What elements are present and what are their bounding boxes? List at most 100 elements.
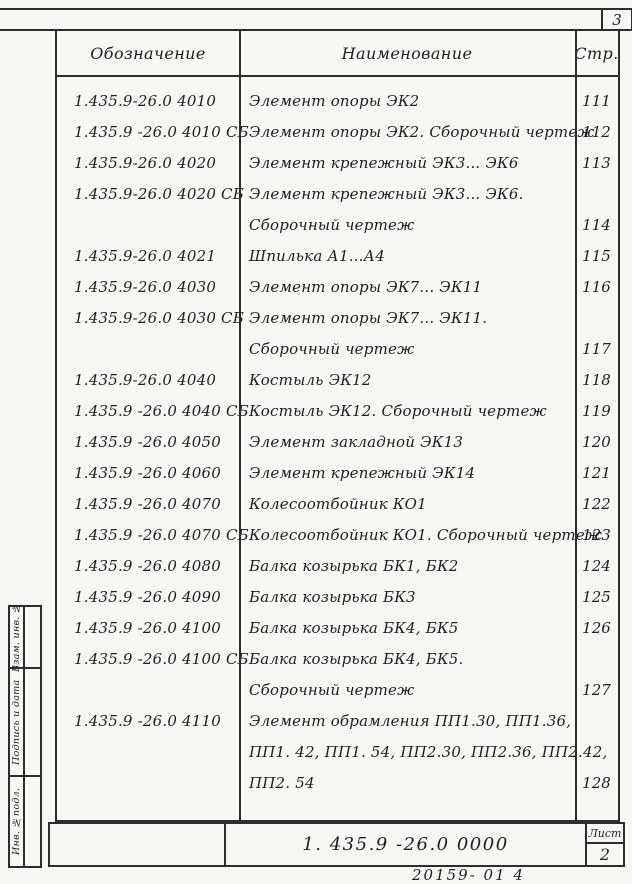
table-row: 1.435.9 -26.0 4100 Балка козырька БК4, Б… (57, 613, 618, 644)
table-row: 1.435.9 -26.0 4060 Элемент крепежный ЭК1… (57, 458, 618, 489)
title-block-divider (224, 824, 226, 865)
table-row: 1.435.9-26.0 4040 Костыль ЭК12 118 (57, 365, 618, 396)
table-row: 1.435.9-26.0 4010 Элемент опоры ЭК2 111 (57, 86, 618, 117)
name-cell: Шпилька А1...А4 (249, 247, 385, 265)
corner-page-number-cell: 3 (601, 9, 632, 30)
stamp-box-podpis-data: Подпись и дата (8, 667, 42, 777)
designation-cell: 1.435.9-26.0 4040 (74, 371, 217, 389)
name-cell: Балка козырька БК4, БК5. Сборочный черте… (249, 650, 464, 699)
stamp-label: Взам. инв. № (11, 601, 22, 673)
stamp-divider (23, 669, 25, 775)
table-row: 1.435.9 -26.0 4070 Колесоотбойник КО1 12… (57, 489, 618, 520)
document-number: 1. 435.9 -26.0 0000 (302, 834, 509, 855)
table-row: 1.435.9-26.0 4021 Шпилька А1...А4 115 (57, 241, 618, 272)
page-cell: 113 (582, 154, 611, 172)
table-row: 1.435.9-26.0 4030 Элемент опоры ЭК7... Э… (57, 272, 618, 303)
designation-cell: 1.435.9 -26.0 4070 (74, 495, 222, 513)
designation-cell: 1.435.9 -26.0 4060 (74, 464, 222, 482)
footer-note: 20159- 01 4 (412, 866, 525, 884)
page-cell: 124 (582, 557, 611, 575)
page-cell: 121 (582, 464, 611, 482)
stamp-label: Инв. №подл. (11, 787, 22, 856)
sheet-cell: Лист 2 (587, 824, 623, 865)
column-divider (575, 31, 577, 820)
page-cell: 119 (582, 402, 611, 420)
name-cell: Элемент опоры ЭК7... ЭК11 (249, 278, 483, 296)
table-row: 1.435.9-26.0 4020 Элемент крепежный ЭК3.… (57, 148, 618, 179)
designation-cell: 1.435.9 -26.0 4100 СБ (74, 650, 249, 668)
page-cell: 128 (582, 774, 611, 792)
header-page: Стр. (574, 43, 619, 63)
stamp-box-inv-podl: Инв. №подл. (8, 775, 42, 868)
table-row: 1.435.9 -26.0 4070 СБ Колесоотбойник КО1… (57, 520, 618, 551)
page-number: 3 (612, 10, 622, 29)
stamp-divider (23, 777, 25, 866)
table-row: 1.435.9 -26.0 4080 Балка козырька БК1, Б… (57, 551, 618, 582)
name-cell: Элемент опоры ЭК2 (249, 92, 420, 110)
title-block: 1. 435.9 -26.0 0000 Лист 2 (48, 822, 625, 867)
name-cell: Элемент обрамления ПП1.30, ПП1.36, ПП1. … (249, 712, 608, 792)
name-cell: Элемент опоры ЭК2. Сборочный чертеж (249, 123, 595, 141)
table-row: 1.435.9 -26.0 4040 СБ Костыль ЭК12. Сбор… (57, 396, 618, 427)
page-cell: 127 (582, 681, 611, 699)
designation-cell: 1.435.9 -26.0 4110 (74, 712, 222, 730)
name-cell: Элемент крепежный ЭК3... ЭК6 (249, 154, 519, 172)
page-cell: 122 (582, 495, 611, 513)
stamp-divider (23, 607, 25, 667)
name-cell: Балка козырька БК1, БК2 (249, 557, 459, 575)
header-designation: Обозначение (90, 43, 206, 63)
designation-cell: 1.435.9-26.0 4030 СБ (74, 309, 244, 327)
designation-cell: 1.435.9 -26.0 4040 СБ (74, 402, 249, 420)
stamp-label: Подпись и дата (11, 679, 22, 765)
name-cell: Балка козырька БК4, БК5 (249, 619, 459, 637)
table-row: 1.435.9 -26.0 4110 Элемент обрамления ПП… (57, 706, 618, 799)
page-cell: 117 (582, 340, 611, 358)
designation-cell: 1.435.9-26.0 4020 СБ (74, 185, 244, 203)
table-row: 1.435.9-26.0 4020 СБ Элемент крепежный Э… (57, 179, 618, 241)
table-header-row: Обозначение Наименование Стр. (57, 31, 618, 77)
page-cell: 126 (582, 619, 611, 637)
sheet-number: 2 (599, 844, 611, 864)
designation-cell: 1.435.9 -26.0 4080 (74, 557, 222, 575)
table-row: 1.435.9-26.0 4030 СБ Элемент опоры ЭК7..… (57, 303, 618, 365)
top-frame-line (0, 8, 632, 10)
page-cell: 114 (582, 216, 611, 234)
stamp-box-vzam-inv: Взам. инв. № (8, 601, 42, 673)
page-cell: 111 (582, 92, 611, 110)
column-divider (239, 31, 241, 820)
designation-cell: 1.435.9 -26.0 4090 (74, 588, 222, 606)
sheet-label: Лист (587, 824, 623, 844)
designation-cell: 1.435.9 -26.0 4050 (74, 433, 222, 451)
page-cell: 112 (582, 123, 611, 141)
name-cell: Колесоотбойник КО1 (249, 495, 427, 513)
table-body: 1.435.9-26.0 4010 Элемент опоры ЭК2 111 … (57, 77, 618, 799)
designation-cell: 1.435.9 -26.0 4070 СБ (74, 526, 249, 544)
designation-cell: 1.435.9-26.0 4021 (74, 247, 217, 265)
page-cell: 115 (582, 247, 611, 265)
page-cell: 123 (582, 526, 611, 544)
name-cell: Элемент крепежный ЭК3... ЭК6. Сборочный … (249, 185, 524, 234)
name-cell: Балка козырька БК3 (249, 588, 416, 606)
name-cell: Колесоотбойник КО1. Сборочный чертеж (249, 526, 603, 544)
page-cell: 116 (582, 278, 611, 296)
name-cell: Костыль ЭК12 (249, 371, 372, 389)
designation-cell: 1.435.9-26.0 4030 (74, 278, 217, 296)
name-cell: Элемент крепежный ЭК14 (249, 464, 476, 482)
designation-cell: 1.435.9-26.0 4020 (74, 154, 217, 172)
name-cell: Элемент закладной ЭК13 (249, 433, 464, 451)
designation-cell: 1.435.9 -26.0 4100 (74, 619, 222, 637)
name-cell: Костыль ЭК12. Сборочный чертеж (249, 402, 547, 420)
page-cell: 118 (582, 371, 611, 389)
table-row: 1.435.9 -26.0 4100 СБ Балка козырька БК4… (57, 644, 618, 706)
name-cell: Элемент опоры ЭК7... ЭК11. Сборочный чер… (249, 309, 488, 358)
contents-table: Обозначение Наименование Стр. 1.435.9-26… (55, 29, 620, 822)
title-block-divider (585, 824, 587, 865)
table-row: 1.435.9 -26.0 4090 Балка козырька БК3 12… (57, 582, 618, 613)
designation-cell: 1.435.9 -26.0 4010 СБ (74, 123, 249, 141)
designation-cell: 1.435.9-26.0 4010 (74, 92, 217, 110)
page-cell: 125 (582, 588, 611, 606)
page-cell: 120 (582, 433, 611, 451)
table-row: 1.435.9 -26.0 4050 Элемент закладной ЭК1… (57, 427, 618, 458)
table-row: 1.435.9 -26.0 4010 СБ Элемент опоры ЭК2.… (57, 117, 618, 148)
header-name: Наименование (341, 43, 473, 63)
